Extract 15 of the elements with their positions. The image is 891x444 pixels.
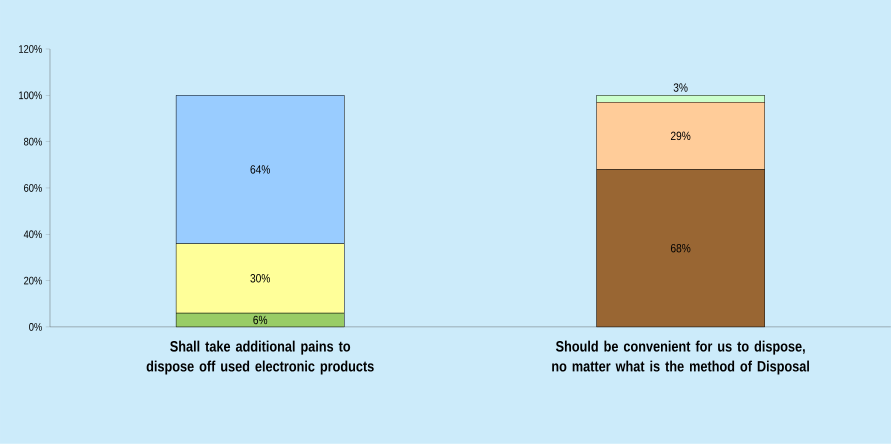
data-label: 64% [250,165,270,174]
y-tick-label: 80% [24,138,42,146]
x-tick-label: Should be convenient for us to dispose, no matter what is the method of Disposal [552,340,809,375]
y-tick-label: 120% [19,45,42,53]
y-tick-label: 100% [19,91,42,100]
data-label: 68% [670,244,690,252]
data-label: 29% [670,132,690,140]
data-label: 30% [250,274,270,283]
data-label: 3% [674,83,688,92]
x-tick-label: Shall take additional pains to dispose off used electronic products [146,340,374,375]
y-tick-label: 20% [24,276,42,285]
y-tick-label: 0% [29,323,42,331]
y-tick-label: 40% [24,230,42,238]
data-label: 6% [253,316,268,324]
y-tick-label: 60% [24,184,42,192]
